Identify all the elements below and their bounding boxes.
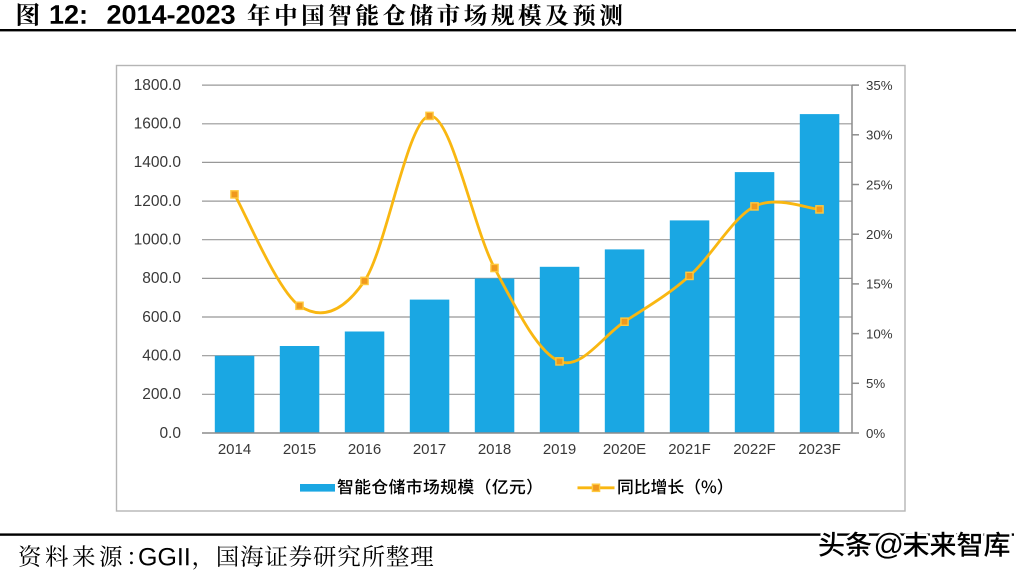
svg-text:15%: 15%	[866, 277, 893, 292]
svg-text:800.0: 800.0	[142, 270, 181, 287]
svg-text:0.0: 0.0	[159, 425, 181, 442]
svg-text:600.0: 600.0	[142, 309, 181, 326]
svg-text:400.0: 400.0	[142, 348, 181, 365]
svg-text:1600.0: 1600.0	[134, 116, 182, 133]
svg-text:2019: 2019	[543, 441, 576, 458]
svg-text:2015: 2015	[283, 441, 316, 458]
svg-text:2014: 2014	[218, 441, 251, 458]
svg-text:20%: 20%	[866, 227, 893, 242]
svg-text:1400.0: 1400.0	[134, 154, 182, 171]
svg-text:2017: 2017	[413, 441, 446, 458]
svg-text:2018: 2018	[478, 441, 511, 458]
svg-text:2020E: 2020E	[603, 441, 646, 458]
svg-text:2021F: 2021F	[668, 441, 711, 458]
svg-text:200.0: 200.0	[142, 386, 181, 403]
svg-text:5%: 5%	[866, 376, 885, 391]
svg-text:2016: 2016	[348, 441, 381, 458]
svg-text:25%: 25%	[866, 177, 893, 192]
svg-text:30%: 30%	[866, 128, 893, 143]
svg-text:2023F: 2023F	[798, 441, 841, 458]
svg-text:10%: 10%	[866, 326, 893, 341]
svg-text:35%: 35%	[866, 78, 893, 93]
svg-text:0%: 0%	[866, 426, 885, 441]
svg-text:2022F: 2022F	[733, 441, 776, 458]
svg-text:1000.0: 1000.0	[134, 232, 182, 249]
svg-text:1800.0: 1800.0	[134, 77, 182, 94]
svg-text:1200.0: 1200.0	[134, 193, 182, 210]
